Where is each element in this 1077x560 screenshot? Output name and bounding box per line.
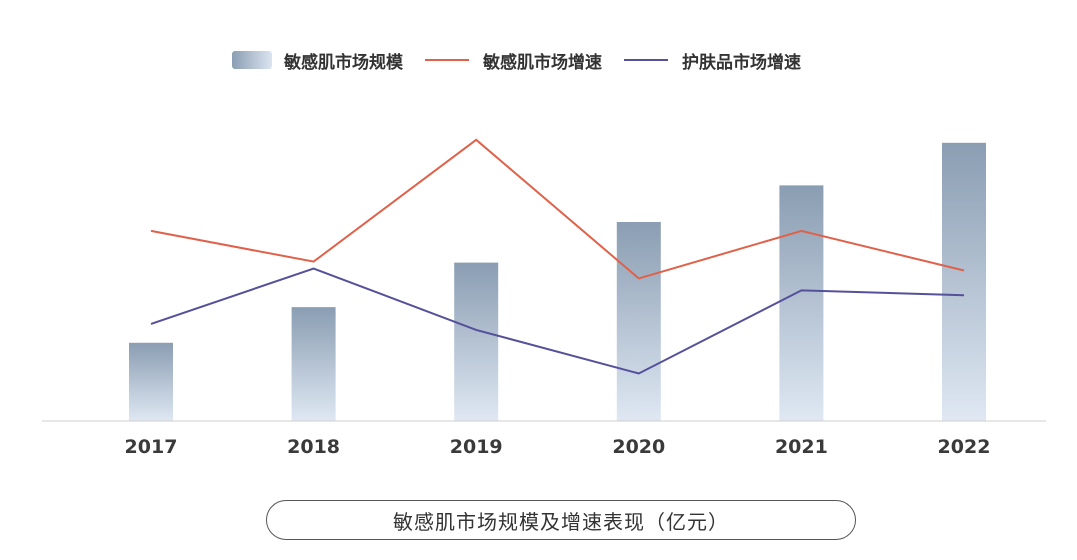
legend-item-bar: 敏感肌市场规模 xyxy=(232,48,403,73)
legend-label-line-2: 护肤品市场增速 xyxy=(682,52,801,73)
x-tick-label: 2017 xyxy=(125,436,178,458)
legend-label-line-1: 敏感肌市场增速 xyxy=(483,52,602,73)
x-tick-label: 2022 xyxy=(938,436,991,458)
series-line-1 xyxy=(150,138,965,280)
legend-swatch-line-2 xyxy=(624,59,668,61)
legend-swatch-line-1 xyxy=(425,59,469,61)
bar-2017 xyxy=(129,342,173,421)
bar-2019 xyxy=(454,262,499,421)
legend-item-line-1: 敏感肌市场增速 xyxy=(425,48,602,73)
bar-2018 xyxy=(291,307,336,421)
x-tick-label: 2020 xyxy=(612,436,665,458)
x-tick-label: 2018 xyxy=(287,436,340,458)
chart-caption: 敏感肌市场规模及增速表现（亿元） xyxy=(266,500,856,540)
legend: 敏感肌市场规模 敏感肌市场增速 护肤品市场增速 xyxy=(232,48,823,73)
legend-item-line-2: 护肤品市场增速 xyxy=(624,48,801,73)
bar-2021 xyxy=(779,185,824,421)
series-line-2 xyxy=(150,267,965,375)
legend-label-bar: 敏感肌市场规模 xyxy=(284,52,403,73)
legend-swatch-bar xyxy=(232,51,272,69)
x-tick-label: 2019 xyxy=(450,436,503,458)
x-tick-label: 2021 xyxy=(775,436,828,458)
bar-2020 xyxy=(616,222,661,421)
bar-2022 xyxy=(942,142,986,421)
